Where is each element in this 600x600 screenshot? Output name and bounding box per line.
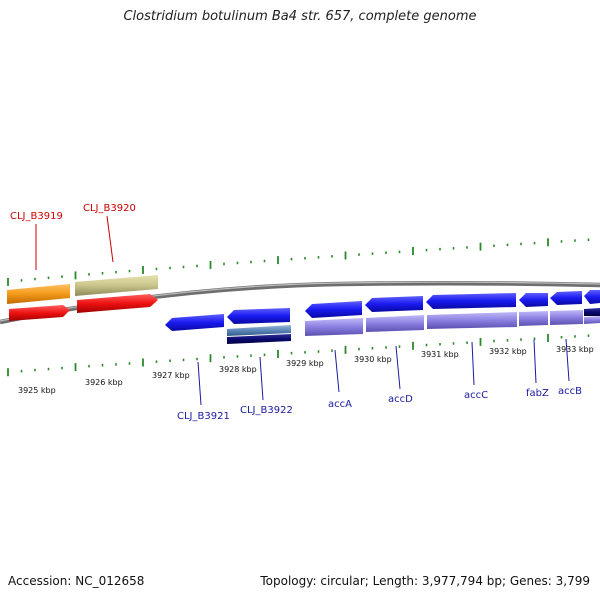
gene-CLJ_B3922-rna[interactable] <box>227 325 291 336</box>
cds-accA[interactable] <box>305 318 363 336</box>
gene-CLJ_B3922-cds[interactable] <box>227 334 291 344</box>
genome-summary: Topology: circular; Length: 3,977,794 bp… <box>260 574 590 588</box>
gene-label-accC[interactable]: accC <box>464 390 488 401</box>
gene-fabZ[interactable] <box>519 293 548 307</box>
map-title: Clostridium botulinum Ba4 str. 657, comp… <box>123 9 477 24</box>
cds-accC[interactable] <box>427 312 517 329</box>
feature-track-lower <box>165 290 600 344</box>
scale-label: 3933 kbp <box>556 345 594 354</box>
scale-label: 3928 kbp <box>219 365 257 374</box>
accession-label: Accession: NC_012658 <box>8 574 145 588</box>
gene-label-accB[interactable]: accB <box>558 386 582 397</box>
gene-labels-lower: CLJ_B3921 CLJ_B3922 accA accD accC fabZ … <box>177 338 582 422</box>
gene-label-accA[interactable]: accA <box>328 399 352 410</box>
scale-labels: 3925 kbp 3926 kbp 3927 kbp 3928 kbp 3929… <box>18 345 594 395</box>
leader-line <box>334 349 340 393</box>
gene-label-accD[interactable]: accD <box>388 394 413 405</box>
scale-label: 3925 kbp <box>18 386 56 395</box>
leader-line <box>259 356 264 401</box>
cds-accB[interactable] <box>550 310 583 325</box>
gene-next[interactable] <box>584 290 600 304</box>
gene-CLJ_B3921[interactable] <box>165 314 224 331</box>
leader-line <box>395 345 401 390</box>
gene-CLJ_B3920[interactable] <box>75 275 158 296</box>
cds-next[interactable] <box>584 308 600 316</box>
leader-line <box>533 339 537 384</box>
scale-label: 3931 kbp <box>421 350 459 359</box>
leader-line <box>106 215 114 263</box>
scale-label: 3932 kbp <box>489 347 527 356</box>
scale-label: 3926 kbp <box>85 378 123 387</box>
gene-accB[interactable] <box>550 291 582 305</box>
scale-label: 3930 kbp <box>354 355 392 364</box>
cds-fabZ[interactable] <box>519 311 548 326</box>
gene-accA[interactable] <box>305 301 362 318</box>
gene-labels-upper: CLJ_B3919 CLJ_B3920 <box>10 203 136 270</box>
gene-accC[interactable] <box>426 293 516 309</box>
gene-label-CLJ_B3921[interactable]: CLJ_B3921 <box>177 411 230 422</box>
gene-CLJ_B3922[interactable] <box>227 308 290 324</box>
gene-CLJ_B3920-cds[interactable] <box>77 294 158 313</box>
scale-label: 3927 kbp <box>152 371 190 380</box>
leader-line <box>197 361 202 406</box>
leader-line <box>565 338 570 382</box>
cds-next-2[interactable] <box>584 316 600 324</box>
scale-label: 3929 kbp <box>286 359 324 368</box>
feature-track-upper <box>7 275 158 321</box>
gene-CLJ_B3919-cds[interactable] <box>9 305 70 321</box>
gene-label-fabZ[interactable]: fabZ <box>526 388 549 399</box>
gene-label-CLJ_B3922[interactable]: CLJ_B3922 <box>240 405 293 416</box>
gene-accD[interactable] <box>365 296 423 312</box>
cds-accD[interactable] <box>366 315 424 332</box>
gene-label-CLJ_B3920[interactable]: CLJ_B3920 <box>83 203 136 214</box>
leader-line <box>471 341 475 386</box>
gene-CLJ_B3919[interactable] <box>7 284 70 304</box>
gene-label-CLJ_B3919[interactable]: CLJ_B3919 <box>10 211 63 222</box>
scale-ticks <box>7 238 590 377</box>
